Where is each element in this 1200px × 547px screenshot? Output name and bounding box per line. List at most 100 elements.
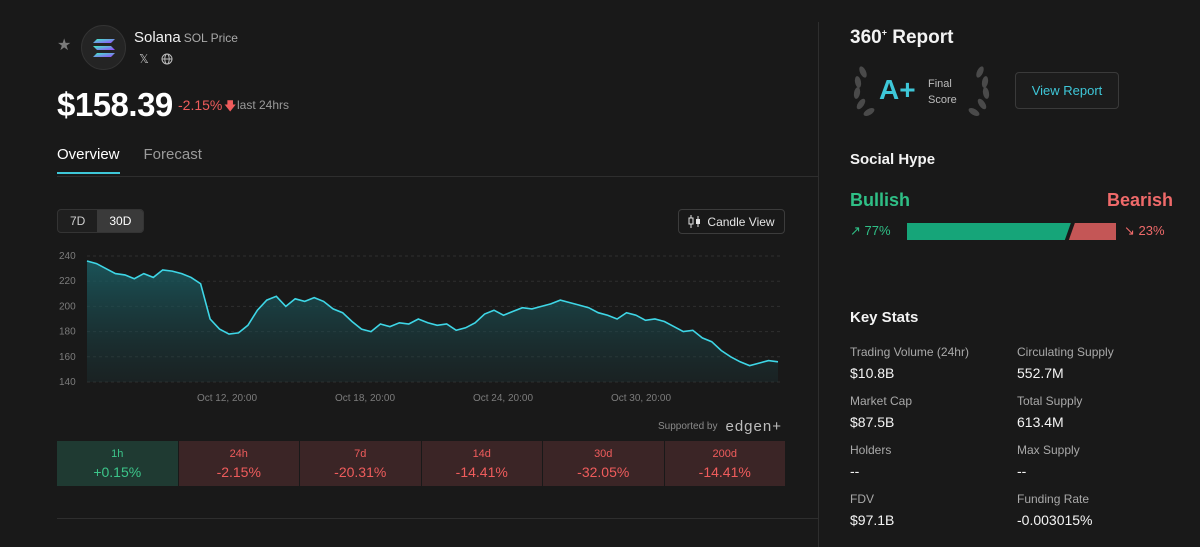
view-report-button[interactable]: View Report [1015,72,1119,109]
current-price: $158.39 [57,86,173,123]
report-title-number: 360 [850,27,882,48]
range-toggle: 7D 30D [57,209,145,233]
key-stats-title: Key Stats [850,309,919,326]
perf-value: -14.41% [455,463,508,480]
stat-market-cap: Market Cap $87.5B [850,394,1017,430]
tab-forecast[interactable]: Forecast [143,146,202,163]
y-tick-label: 240 [59,251,76,262]
candlestick-icon [688,215,701,228]
social-hype-title: Social Hype [850,151,936,168]
stat-value: -- [850,463,860,479]
final-score-label-1: Final [928,78,952,90]
price-area-fill [87,261,778,382]
trend-up-icon: ↗ [850,223,861,238]
perf-24h: 24h -2.15% [178,441,299,486]
favorite-star-icon[interactable]: ★ [57,37,72,54]
stat-label: Holders [850,443,892,457]
range-30d-button[interactable]: 30D [97,210,144,232]
bearish-percent: ↘ 23% [1124,223,1165,239]
perf-value: -2.15% [216,463,261,480]
report-title-suffix: Report [886,27,954,48]
perf-period: 7d [354,447,367,460]
x-twitter-icon[interactable]: 𝕏 [139,52,149,66]
stat-value: $10.8B [850,365,895,381]
bearish-percent-value: 23% [1138,223,1165,238]
report-title-sup: + [881,27,887,38]
solana-logo [81,25,126,70]
perf-period: 14d [472,447,491,460]
bullish-bar [907,223,1071,240]
stat-holders: Holders -- [850,443,1017,479]
tabs-divider [57,176,818,177]
perf-1h: 1h +0.15% [57,441,178,486]
laurel-wreath-icon [853,66,990,116]
y-tick-label: 180 [59,327,76,338]
stat-label: FDV [850,492,874,506]
globe-icon[interactable] [160,52,174,66]
stat-label: Circulating Supply [1017,345,1114,359]
edgen-brand[interactable]: edgen+ [725,418,782,435]
stat-fdv: FDV $97.1B [850,492,1017,528]
y-tick-label: 220 [59,276,76,287]
stat-value: -0.003015% [1017,512,1093,528]
supported-by: Supported by edgen+ [658,418,782,435]
stat-value: -- [1017,463,1027,479]
key-stats-grid: Trading Volume (24hr) $10.8B Circulating… [850,345,1180,528]
social-links: 𝕏 [137,52,174,66]
coin-title: Solana SOL Price [134,29,238,46]
perf-value: -32.05% [577,463,630,480]
perf-200d: 200d -14.41% [664,441,785,486]
price-change-24h: -2.15% [178,97,223,113]
coin-name: Solana [134,29,181,46]
x-tick-label: Oct 24, 20:00 [473,393,533,404]
stat-trading-volume: Trading Volume (24hr) $10.8B [850,345,1017,381]
perf-14d: 14d -14.41% [421,441,542,486]
price-change-label: last 24hrs [237,98,290,112]
y-tick-label: 160 [59,352,76,363]
y-tick-label: 200 [59,301,76,312]
stat-value: 552.7M [1017,365,1064,381]
stat-label: Max Supply [1017,443,1080,457]
stat-funding-rate: Funding Rate -0.003015% [1017,492,1177,528]
bullish-percent: ↗ 77% [850,223,891,239]
stat-value: $97.1B [850,512,895,528]
column-divider [818,22,819,547]
price-chart[interactable]: 140 160 180 200 220 240 Oct 12, 20:00 Oct 18, … [57,244,787,409]
perf-7d: 7d -20.31% [300,441,421,486]
x-tick-label: Oct 12, 20:00 [197,393,257,404]
side-panel: 360+ Report A+ Final Score View Report S… [819,0,1200,547]
final-score-label: Final Score [928,76,957,108]
bullish-percent-value: 77% [864,223,891,238]
stat-label: Funding Rate [1017,492,1090,506]
final-score-label-2: Score [928,94,957,106]
arrow-down-icon: 🡇 [224,99,237,113]
tab-overview[interactable]: Overview [57,146,120,174]
stat-max-supply: Max Supply -- [1017,443,1177,479]
candle-view-button[interactable]: Candle View [678,209,785,234]
price-chart-svg: 140 160 180 200 220 240 Oct 12, 20:00 Oct 18, … [59,251,782,404]
stat-value: 613.4M [1017,414,1064,430]
x-tick-label: Oct 18, 20:00 [335,393,395,404]
perf-value: +0.15% [93,463,142,480]
solana-logo-icon [92,38,115,57]
perf-period: 1h [111,447,124,460]
performance-row: 1h +0.15% 24h -2.15% 7d -20.31% 14d -14.… [57,441,785,486]
section-divider [57,518,818,519]
price-line [86,260,779,367]
perf-period: 30d [594,447,613,460]
main-tabs: Overview Forecast [57,146,202,174]
final-grade: A+ [879,74,916,105]
y-tick-label: 140 [59,377,76,388]
range-7d-button[interactable]: 7D [70,214,86,228]
supported-by-label: Supported by [658,421,718,432]
stat-value: $87.5B [850,414,895,430]
perf-30d: 30d -32.05% [543,441,664,486]
perf-value: -20.31% [334,463,387,480]
perf-period: 24h [229,447,248,460]
hype-bar [907,223,1116,240]
candle-view-label: Candle View [707,214,775,229]
bearish-label: Bearish [1107,190,1174,210]
perf-period: 200d [712,447,737,460]
coin-panel: ★ Solana SOL Price 𝕏 $158.39 -2.15% 🡇 las… [57,25,818,519]
bullish-label: Bullish [850,190,911,210]
